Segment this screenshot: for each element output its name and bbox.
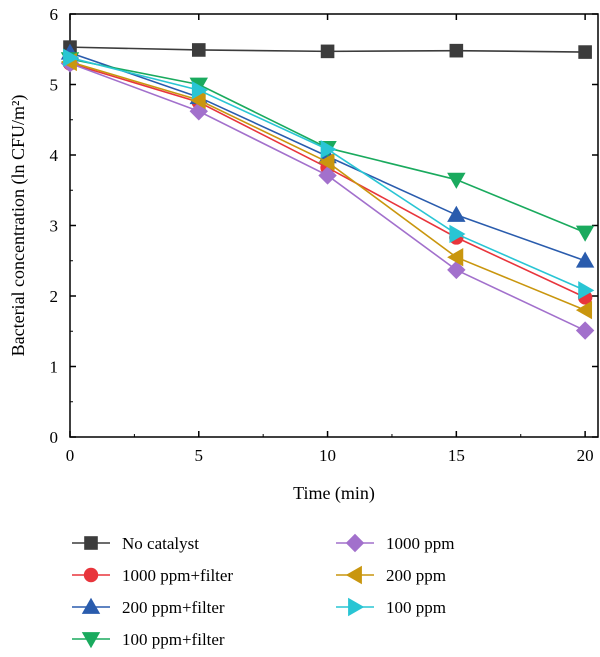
- data-point: [318, 152, 335, 172]
- y-tick-label: 2: [50, 287, 59, 306]
- data-point: [191, 43, 206, 57]
- data-point: [449, 224, 466, 244]
- y-tick-label: 5: [50, 76, 59, 95]
- data-point: [578, 281, 595, 300]
- legend-label: 200 ppm+filter: [122, 598, 225, 617]
- x-axis-title: Time (min): [293, 483, 375, 504]
- series-line: [69, 61, 586, 311]
- legend-item: 200 ppm+filter: [72, 597, 225, 617]
- legend: No catalyst 1000 ppm+filter 200 ppm+filter…: [72, 533, 454, 649]
- data-point: [447, 172, 466, 189]
- series-200-ppm: [60, 52, 593, 320]
- legend-marker: [345, 565, 362, 585]
- legend-label: 100 ppm: [386, 598, 446, 617]
- y-tick-label: 0: [50, 428, 59, 447]
- data-point: [447, 248, 464, 267]
- legend-marker: [83, 567, 99, 583]
- y-tick-label: 4: [50, 146, 59, 165]
- series-1000-ppm: [60, 54, 595, 340]
- legend-item: 1000 ppm: [336, 533, 454, 553]
- series-layer: [60, 40, 595, 340]
- y-tick-label: 3: [50, 217, 59, 236]
- data-point: [320, 140, 337, 159]
- legend-item: 200 ppm: [336, 565, 446, 585]
- data-point: [575, 225, 595, 242]
- legend-label: No catalyst: [122, 534, 199, 553]
- data-point: [449, 43, 464, 58]
- legend-item: No catalyst: [72, 534, 199, 553]
- series-no-catalyst: [63, 40, 592, 59]
- axes: 0 5 10 15 20 0 1 2 3 4 5 6: [50, 5, 599, 465]
- data-point: [447, 260, 466, 280]
- data-point: [578, 45, 592, 59]
- y-tick-label: 1: [50, 358, 59, 377]
- x-tick-label: 10: [319, 446, 336, 465]
- legend-marker: [348, 597, 365, 617]
- x-tick-label: 15: [448, 446, 465, 465]
- data-point: [575, 321, 595, 340]
- legend-marker: [84, 536, 98, 550]
- x-tick-label: 0: [66, 446, 75, 465]
- data-point: [189, 90, 206, 110]
- legend-marker: [345, 533, 365, 553]
- data-point: [575, 251, 595, 268]
- data-point: [63, 48, 80, 67]
- legend-marker: [81, 597, 101, 614]
- legend-item: 100 ppm: [336, 597, 446, 617]
- legend-marker: [81, 632, 101, 649]
- data-point: [575, 300, 593, 320]
- legend-item: 1000 ppm+filter: [72, 566, 233, 585]
- legend-label: 1000 ppm+filter: [122, 566, 233, 585]
- legend-label: 200 ppm: [386, 566, 446, 585]
- y-axis-title: Bacterial concentration (ln CFU/m²): [8, 95, 29, 357]
- legend-item: 100 ppm+filter: [72, 630, 225, 649]
- data-point: [447, 205, 466, 222]
- legend-label: 100 ppm+filter: [122, 630, 225, 649]
- x-tick-label: 20: [577, 446, 594, 465]
- series-100-ppm: [63, 48, 595, 300]
- x-tick-label: 5: [195, 446, 204, 465]
- data-point: [318, 166, 337, 185]
- series-line: [69, 62, 586, 332]
- legend-label: 1000 ppm: [386, 534, 454, 553]
- data-point: [320, 44, 335, 59]
- data-point: [191, 80, 208, 100]
- y-tick-label: 6: [50, 5, 59, 24]
- data-point: [189, 102, 208, 121]
